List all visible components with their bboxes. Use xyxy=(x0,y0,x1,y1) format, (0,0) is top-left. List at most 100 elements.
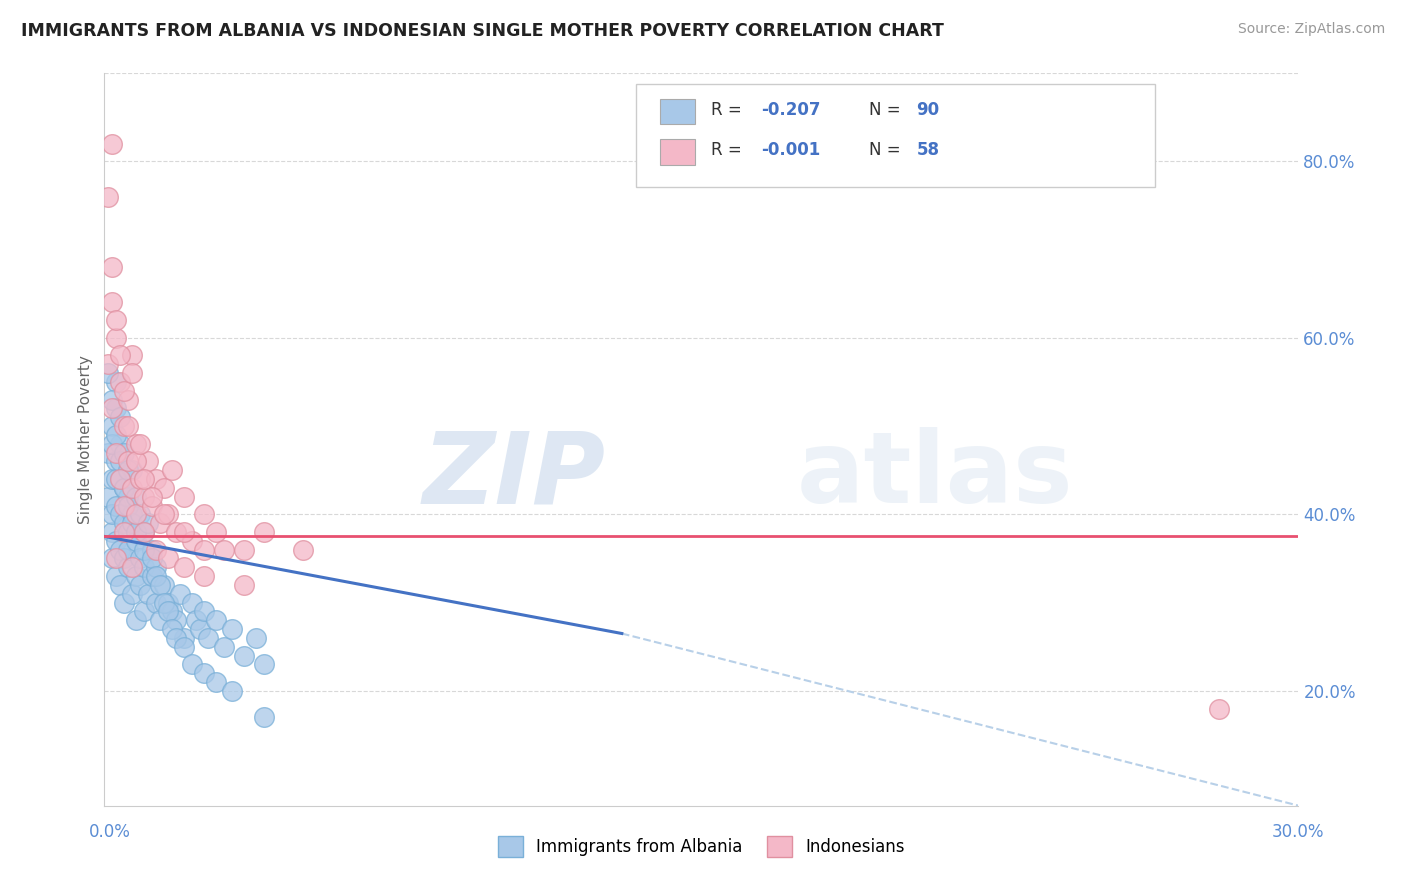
Point xyxy=(112,419,135,434)
Point xyxy=(110,472,132,486)
Point xyxy=(181,596,204,610)
Point xyxy=(153,578,176,592)
Point xyxy=(141,499,163,513)
Point xyxy=(193,604,215,618)
Point xyxy=(165,631,187,645)
Point xyxy=(153,596,176,610)
Point xyxy=(110,348,132,362)
Point xyxy=(153,508,176,522)
Point xyxy=(117,524,139,539)
Point xyxy=(121,348,143,362)
Point xyxy=(121,560,143,574)
Point xyxy=(157,508,180,522)
Point xyxy=(145,472,167,486)
Point xyxy=(292,542,315,557)
Point xyxy=(252,710,274,724)
Point xyxy=(245,631,267,645)
Point xyxy=(105,533,128,548)
Point xyxy=(193,508,215,522)
Point xyxy=(97,490,120,504)
Point xyxy=(105,472,128,486)
Point xyxy=(184,613,207,627)
Point xyxy=(110,436,132,450)
Text: 58: 58 xyxy=(917,141,939,159)
Point xyxy=(117,542,139,557)
Point xyxy=(101,136,124,151)
Point xyxy=(101,524,124,539)
Point xyxy=(105,313,128,327)
Point xyxy=(173,490,195,504)
Point xyxy=(97,445,120,459)
Point xyxy=(145,542,167,557)
Point xyxy=(101,436,124,450)
Point xyxy=(101,260,124,275)
Point xyxy=(110,508,132,522)
Text: ZIP: ZIP xyxy=(423,427,606,524)
Point xyxy=(101,392,124,407)
Point xyxy=(141,551,163,566)
Point xyxy=(101,508,124,522)
Text: IMMIGRANTS FROM ALBANIA VS INDONESIAN SINGLE MOTHER POVERTY CORRELATION CHART: IMMIGRANTS FROM ALBANIA VS INDONESIAN SI… xyxy=(21,22,943,40)
Point xyxy=(149,613,172,627)
Point xyxy=(221,622,243,636)
Bar xyxy=(659,139,696,164)
Point xyxy=(121,508,143,522)
Point xyxy=(157,551,180,566)
Point xyxy=(157,596,180,610)
Point xyxy=(136,587,159,601)
Point xyxy=(117,419,139,434)
Point xyxy=(105,499,128,513)
Point xyxy=(212,542,235,557)
Point xyxy=(117,454,139,468)
Point xyxy=(252,657,274,672)
Point xyxy=(165,613,187,627)
Point xyxy=(221,684,243,698)
Point xyxy=(1208,701,1230,715)
Point xyxy=(136,516,159,531)
Point xyxy=(105,551,128,566)
Point xyxy=(97,189,120,203)
Point xyxy=(110,375,132,389)
Point xyxy=(232,542,254,557)
Point xyxy=(160,463,183,477)
Point xyxy=(173,524,195,539)
Point xyxy=(121,516,143,531)
Point xyxy=(205,524,228,539)
Point xyxy=(121,463,143,477)
Point xyxy=(110,410,132,425)
Point xyxy=(112,499,135,513)
Point xyxy=(117,499,139,513)
Text: -0.207: -0.207 xyxy=(761,101,821,119)
Point xyxy=(125,490,148,504)
Point xyxy=(160,622,183,636)
Point xyxy=(101,295,124,310)
Point xyxy=(188,622,211,636)
Point xyxy=(212,640,235,654)
Text: 90: 90 xyxy=(917,101,939,119)
Text: Source: ZipAtlas.com: Source: ZipAtlas.com xyxy=(1237,22,1385,37)
Point xyxy=(105,445,128,459)
Point xyxy=(129,436,152,450)
Point xyxy=(105,375,128,389)
Point xyxy=(125,454,148,468)
Point xyxy=(134,472,156,486)
Point xyxy=(112,524,135,539)
Text: N =: N = xyxy=(869,101,905,119)
Point xyxy=(121,481,143,495)
Point xyxy=(112,481,135,495)
Point xyxy=(125,569,148,583)
Point xyxy=(181,657,204,672)
Point xyxy=(121,366,143,380)
Point xyxy=(105,331,128,345)
Point xyxy=(112,445,135,459)
Text: N =: N = xyxy=(869,141,905,159)
Point xyxy=(157,604,180,618)
Point xyxy=(125,533,148,548)
Text: 30.0%: 30.0% xyxy=(1272,822,1324,840)
Point xyxy=(110,578,132,592)
Point xyxy=(173,640,195,654)
Point xyxy=(125,436,148,450)
Text: -0.001: -0.001 xyxy=(761,141,820,159)
Point xyxy=(110,472,132,486)
Point xyxy=(181,533,204,548)
